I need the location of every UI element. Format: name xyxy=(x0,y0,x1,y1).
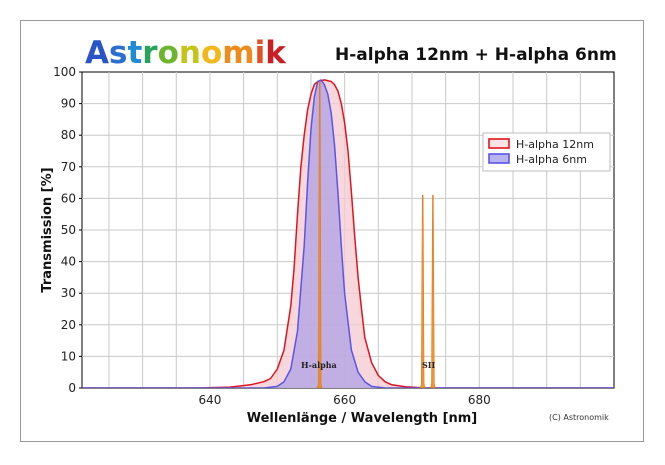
emission-lines xyxy=(316,81,436,388)
emission-line-h-alpha-0 xyxy=(316,81,323,388)
y-tick-label: 20 xyxy=(61,318,76,332)
y-tick-label: 90 xyxy=(61,97,76,111)
series-line-0 xyxy=(82,79,614,388)
y-tick-label: 0 xyxy=(68,381,76,395)
y-tick-label: 10 xyxy=(61,349,76,363)
chart-frame: Astronomik H-alpha 12nm + H-alpha 6nm 0 1… xyxy=(20,20,644,442)
legend: H-alpha 12nm H-alpha 6nm xyxy=(482,132,611,172)
x-tick-label: 680 xyxy=(468,393,491,407)
x-axis-label: Wellenlänge / Wavelength [nm] xyxy=(247,411,478,426)
y-tick-label: 30 xyxy=(61,286,76,300)
chart-canvas: Astronomik H-alpha 12nm + H-alpha 6nm 0 1… xyxy=(40,35,617,426)
brand-logo: Astronomik xyxy=(85,35,287,71)
annotation-h-alpha: H-alpha xyxy=(301,360,337,370)
annotation-sii: SII xyxy=(422,360,436,370)
y-tick-labels: 0 10 20 30 40 50 60 70 80 90 100 xyxy=(53,65,82,395)
legend-swatch-h-alpha-6nm xyxy=(488,153,510,164)
legend-entry-h-alpha-12nm: H-alpha 12nm xyxy=(516,138,594,151)
emission-line-sii-1 xyxy=(419,194,426,388)
x-tick-label: 660 xyxy=(333,393,356,407)
y-tick-label: 100 xyxy=(53,65,76,79)
chart-title: H-alpha 12nm + H-alpha 6nm xyxy=(335,45,617,65)
copyright: (C) Astronomik xyxy=(549,413,609,422)
y-axis-label: Transmission [%] xyxy=(40,167,55,292)
y-tick-label: 70 xyxy=(61,160,76,174)
x-tick-label: 640 xyxy=(198,393,221,407)
series-line-1 xyxy=(82,79,614,388)
emission-line-sii-2 xyxy=(430,194,436,388)
y-tick-label: 80 xyxy=(61,128,76,142)
y-tick-label: 60 xyxy=(61,191,76,205)
series-fill-0 xyxy=(82,79,614,388)
legend-swatch-h-alpha-12nm xyxy=(488,138,510,149)
legend-entry-h-alpha-6nm: H-alpha 6nm xyxy=(516,153,587,166)
x-tick-labels: 640 660 680 xyxy=(198,393,490,407)
series-lines xyxy=(82,79,614,388)
y-tick-label: 40 xyxy=(61,255,76,269)
y-tick-label: 50 xyxy=(61,223,76,237)
